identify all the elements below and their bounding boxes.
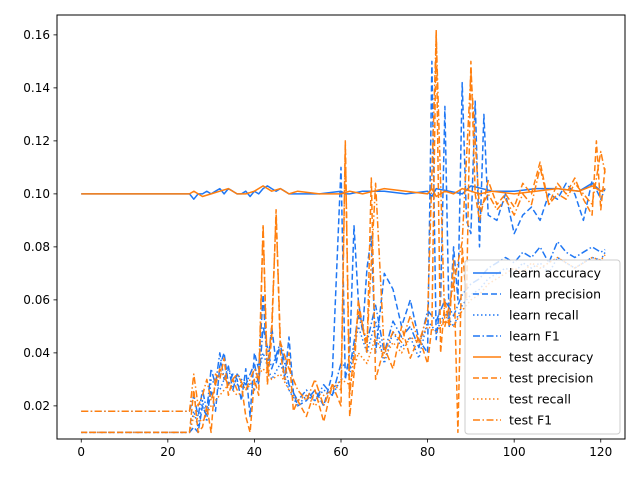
series-line-test-precision xyxy=(81,28,606,434)
series-layer xyxy=(81,28,606,434)
legend: learn accuracy learn precision learn recal… xyxy=(464,259,621,435)
legend-label-test-precision: test precision xyxy=(509,371,593,386)
x-tick-label: 100 xyxy=(503,445,526,459)
y-tick-label: 0.04 xyxy=(23,346,50,360)
x-axis: 0 20 40 60 80 100 120 xyxy=(77,439,612,459)
x-tick-label: 20 xyxy=(160,445,175,459)
legend-label-test-recall: test recall xyxy=(509,392,571,407)
x-tick-label: 0 xyxy=(77,445,85,459)
y-tick-label: 0.06 xyxy=(23,293,50,307)
y-tick-label: 0.12 xyxy=(23,134,50,148)
legend-label-learn-f1: learn F1 xyxy=(509,329,560,344)
series-line-learn-f1 xyxy=(81,240,606,418)
legend-label-learn-precision: learn precision xyxy=(509,287,601,302)
x-tick-label: 60 xyxy=(333,445,348,459)
y-tick-label: 0.08 xyxy=(23,240,50,254)
legend-label-test-accuracy: test accuracy xyxy=(509,350,594,365)
legend-label-test-f1: test F1 xyxy=(509,413,552,428)
series-line-test-accuracy xyxy=(81,185,606,198)
y-tick-label: 0.16 xyxy=(23,28,50,42)
legend-box xyxy=(464,259,621,435)
x-tick-label: 120 xyxy=(589,445,612,459)
legend-label-learn-recall: learn recall xyxy=(509,308,579,323)
x-tick-label: 40 xyxy=(247,445,262,459)
y-tick-label: 0.02 xyxy=(23,399,50,413)
y-tick-label: 0.10 xyxy=(23,187,50,201)
x-tick-label: 80 xyxy=(420,445,435,459)
legend-label-learn-accuracy: learn accuracy xyxy=(509,266,602,281)
y-tick-label: 0.14 xyxy=(23,81,50,95)
y-axis: 0.02 0.04 0.06 0.08 0.10 0.12 0.14 0.16 xyxy=(23,28,57,413)
series-line-test-recall xyxy=(81,254,606,434)
series-line-test-f1 xyxy=(81,34,606,412)
